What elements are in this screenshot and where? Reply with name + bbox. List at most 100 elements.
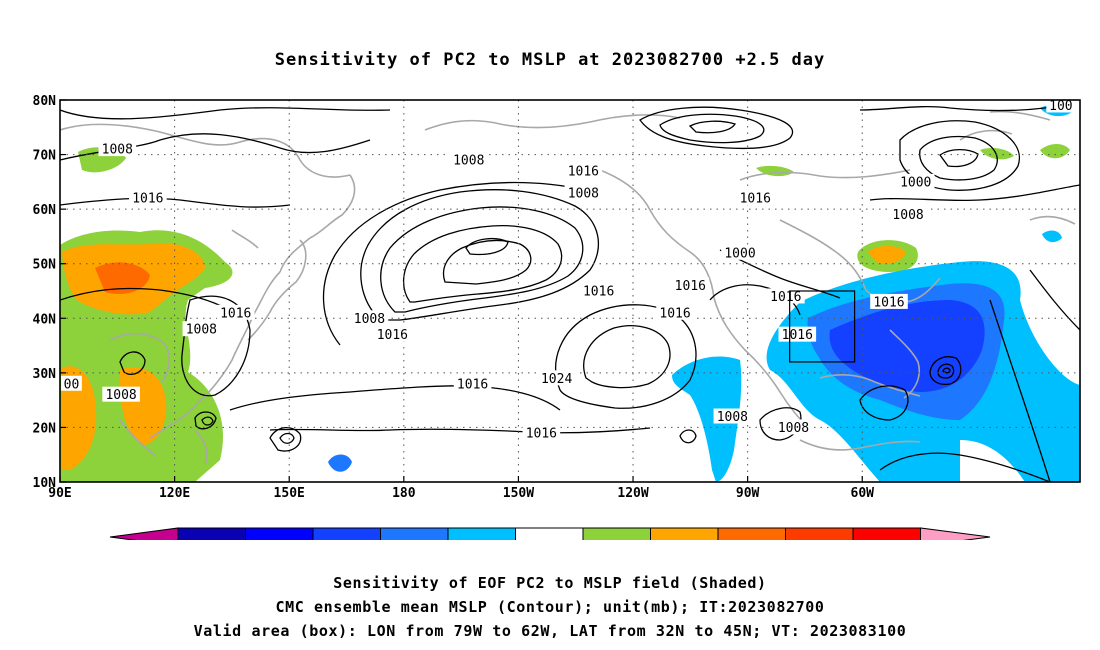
plot-title: Sensitivity of PC2 to MSLP at 2023082700…	[274, 50, 826, 70]
negative-region-mexico	[672, 356, 742, 482]
contour-label: 1008	[354, 312, 385, 327]
lat-label: 80N	[33, 94, 57, 109]
valid-area-box	[789, 290, 856, 363]
negative-region-west-pacific	[328, 454, 352, 472]
colorbar-swatch	[380, 527, 449, 540]
contour-label: 1000	[724, 246, 755, 261]
contour-label-bg	[1046, 97, 1076, 113]
contour-label-bg	[564, 184, 603, 200]
contour-label: 1016	[659, 306, 690, 321]
contour-label: 1016	[583, 285, 614, 300]
contour-label-bg	[522, 424, 561, 440]
contour-label: 1008	[568, 186, 599, 201]
lat-label: 10N	[33, 476, 57, 491]
latitude-labels: 80N 70N 60N 50N 40N 30N 20N 10N	[33, 94, 66, 491]
lon-label: 180	[392, 486, 416, 501]
positive-region-arctic-b	[1040, 144, 1070, 159]
colorbar: -0.9-0.8-0.7-0.6-0.5-0.420.420.50.60.70.…	[109, 527, 991, 540]
lat-label: 50N	[33, 258, 57, 273]
contour-label-bg	[216, 304, 255, 320]
contour-label: 1008	[453, 154, 484, 169]
colorbar-triangle-low	[109, 527, 179, 540]
lon-label: 90W	[736, 486, 760, 501]
lat-label: 70N	[33, 149, 57, 164]
contour-label: 1016	[132, 192, 163, 207]
positive-region-asia-orange-south	[62, 366, 97, 470]
contour-label-bg	[713, 408, 752, 424]
contour-label: 1008	[105, 388, 136, 403]
lon-label: 60W	[851, 486, 875, 501]
negative-region-small	[1042, 230, 1062, 243]
contour-label-bg	[896, 173, 935, 189]
contour-label: 1000	[900, 175, 931, 190]
caption-line-3: Valid area (box): LON from 79W to 62W, L…	[193, 622, 907, 640]
positive-region-inland-orange	[95, 262, 150, 295]
lon-label: 120W	[617, 486, 648, 501]
lat-label: 60N	[33, 203, 57, 218]
contour-label: 1016	[782, 328, 813, 343]
colorbar-swatch	[650, 527, 719, 540]
contour-label: 1008	[102, 143, 133, 158]
contour-label-bg	[721, 244, 759, 260]
contour-label-bg	[350, 310, 389, 326]
contour-label: 1016	[770, 290, 801, 305]
lat-label: 40N	[33, 312, 57, 327]
contour-label: 1024	[541, 372, 572, 387]
contour-label: 1016	[526, 426, 557, 441]
colorbar-swatch	[447, 527, 516, 540]
contour-label: 1008	[186, 323, 217, 338]
contour-label-bg	[774, 419, 813, 435]
caption-line-2: CMC ensemble mean MSLP (Contour); unit(m…	[275, 598, 825, 616]
colorbar-swatch	[582, 527, 651, 540]
contour-label-bg	[182, 321, 221, 337]
lon-label: 120E	[159, 486, 190, 501]
lon-label: 150E	[274, 486, 305, 501]
contour-label-bg	[579, 283, 618, 298]
contour-label-bg	[778, 326, 817, 342]
contour-label: 1016	[457, 377, 488, 392]
contour-label: 1008	[717, 410, 748, 425]
sensitivity-shading	[60, 104, 1080, 482]
positive-region-arctic-c	[980, 148, 1014, 160]
contour-label: 1008	[778, 421, 809, 436]
contour-label-bg	[537, 370, 576, 386]
contour-label-bg	[736, 190, 775, 206]
colorbar-swatch	[852, 527, 921, 540]
colorbar-swatch	[312, 527, 381, 540]
colorbar-swatch	[785, 527, 854, 540]
lat-label: 30N	[33, 367, 57, 382]
lat-label: 20N	[33, 421, 57, 436]
longitude-labels: 90E 120E 150E 180 150W 120W 90W 60W	[48, 476, 874, 501]
contour-label: 1016	[568, 164, 599, 179]
contour-label: 1016	[220, 306, 251, 321]
lon-label: 90E	[48, 486, 71, 501]
contour-label: 00	[64, 377, 80, 392]
contour-label: 1016	[873, 295, 904, 310]
contour-label: 1016	[377, 328, 408, 343]
colorbar-swatch	[515, 527, 584, 540]
lon-label: 150W	[503, 486, 534, 501]
colorbar-swatch	[177, 527, 246, 540]
contour-label-bg	[449, 152, 488, 168]
map-frame	[59, 99, 1081, 483]
contour-label-bg	[373, 326, 412, 342]
contour-label-bg	[98, 141, 137, 157]
colorbar-triangle-high	[920, 527, 991, 540]
contour-label-bg	[102, 386, 140, 402]
contour-label: 1016	[740, 192, 771, 207]
positive-region-canada-orange	[868, 246, 906, 264]
contour-label: 100	[1049, 99, 1072, 114]
contour-label: 1016	[675, 279, 706, 294]
contour-label-bg	[453, 375, 492, 391]
contour-label-bg	[656, 304, 694, 320]
contour-label-bg	[671, 277, 710, 293]
contour-label-bg	[564, 162, 603, 178]
contour-label-bg	[767, 288, 805, 304]
contour-label-bg	[889, 206, 927, 222]
contour-label-bg	[870, 293, 908, 309]
caption-line-1: Sensitivity of EOF PC2 to MSLP field (Sh…	[333, 574, 767, 592]
colorbar-swatch	[717, 527, 786, 540]
